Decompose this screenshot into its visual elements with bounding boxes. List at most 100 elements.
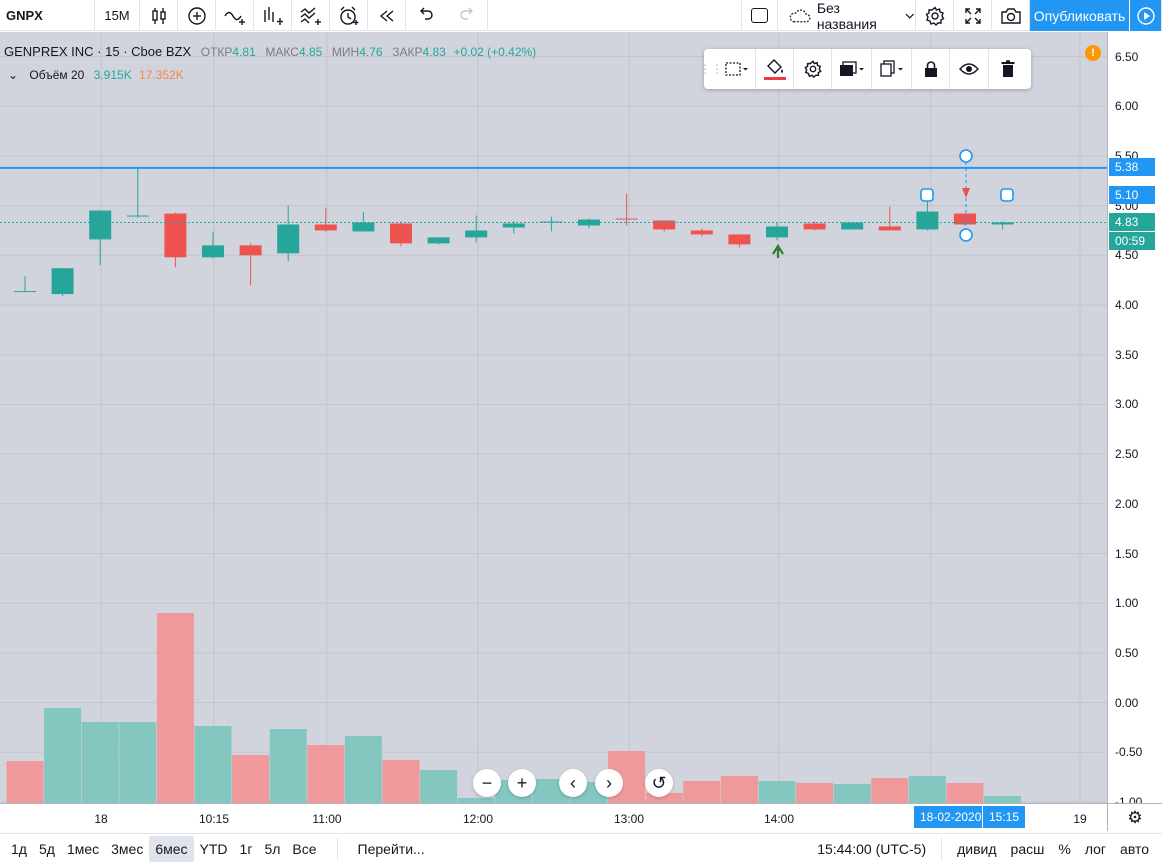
drag-handle-icon[interactable]: ⋮⋮ xyxy=(699,62,723,76)
candle-body xyxy=(126,215,149,217)
drawing-price-tag: 5.10 xyxy=(1109,186,1155,204)
range-button[interactable]: 5л xyxy=(264,840,281,857)
snapshot-button[interactable] xyxy=(992,0,1030,31)
open-value: 4.81 xyxy=(232,45,256,59)
chevron-left-icon: ‹ xyxy=(570,772,576,793)
goto-date-button[interactable]: Перейти... xyxy=(357,840,425,857)
fill-color-button[interactable] xyxy=(756,49,794,89)
sell-arrow-icon xyxy=(962,188,970,198)
compare-button[interactable] xyxy=(178,0,216,31)
lock-button[interactable] xyxy=(912,49,950,89)
candle-body xyxy=(954,213,976,225)
log-toggle[interactable]: лог xyxy=(1084,840,1107,857)
redo-icon[interactable] xyxy=(447,4,488,27)
volume-bar xyxy=(382,760,420,803)
indicators-button[interactable] xyxy=(216,0,254,31)
volume-bar xyxy=(269,729,307,803)
extended-hours-toggle[interactable]: расш xyxy=(1010,840,1045,857)
auto-scale-toggle[interactable]: авто xyxy=(1120,840,1149,857)
price-label: 3.50 xyxy=(1115,347,1139,362)
bars-plus-icon xyxy=(263,6,283,25)
time-label: 19 xyxy=(1073,812,1087,826)
visibility-order-button[interactable] xyxy=(832,49,872,89)
save-layout-button[interactable]: Без названия xyxy=(778,0,916,32)
settings-button[interactable] xyxy=(916,0,954,31)
chart-canvas[interactable] xyxy=(0,32,1107,803)
separator xyxy=(941,837,943,860)
gear-icon xyxy=(803,60,822,78)
candle-body xyxy=(841,222,864,230)
chart-style-button[interactable] xyxy=(140,0,178,31)
collapse-chevron-icon[interactable]: ⌄ xyxy=(8,68,19,82)
alert-button[interactable] xyxy=(330,0,368,31)
paint-bucket-icon xyxy=(763,59,786,80)
templates-button[interactable] xyxy=(292,0,330,31)
range-button[interactable]: 6мес xyxy=(149,835,194,862)
symbol-search-button[interactable]: GNPX xyxy=(0,0,95,31)
financials-button[interactable] xyxy=(254,0,292,31)
volume-label[interactable]: Объём 20 xyxy=(29,68,85,82)
price-axis[interactable]: 6.50 6.00 5.50 5.00 4.50 4.00 3.50 3.00 2.50 2.00… xyxy=(1107,32,1162,809)
warning-icon[interactable]: ! xyxy=(1085,45,1101,61)
volume-bar xyxy=(833,784,871,803)
clock[interactable]: 15:44:00 (UTC-5) xyxy=(817,840,927,857)
range-button[interactable]: 1д xyxy=(11,840,27,857)
volume-ma-value: 17.352K xyxy=(139,68,184,82)
candles-icon xyxy=(151,7,166,24)
play-circle-icon xyxy=(1136,6,1155,25)
range-button[interactable]: 1мес xyxy=(66,840,100,857)
dividends-toggle[interactable]: дивид xyxy=(957,840,997,857)
bottom-right-controls: 15:44:00 (UTC-5) дивид расш % лог авто xyxy=(810,837,1156,860)
last-price-tag: 4.83 xyxy=(1109,213,1155,231)
range-button[interactable]: 1г xyxy=(239,840,253,857)
time-axis[interactable]: 18 10:15 11:00 12:00 13:00 14:00 19 18-0… xyxy=(0,803,1107,831)
volume-bar xyxy=(984,796,1022,803)
reset-chart-button[interactable]: ↺ xyxy=(645,769,673,797)
undo-icon[interactable] xyxy=(406,4,447,27)
interval-button[interactable]: 15M xyxy=(95,0,140,31)
volume-bar xyxy=(6,761,44,803)
range-button[interactable]: 3мес xyxy=(111,840,144,857)
change-value: +0.02 (+0.42%) xyxy=(453,45,537,59)
scroll-left-button[interactable]: ‹ xyxy=(559,769,587,797)
scroll-right-button[interactable]: › xyxy=(595,769,623,797)
zoom-in-button[interactable]: + xyxy=(508,769,536,797)
clone-button[interactable] xyxy=(872,49,912,89)
play-button[interactable] xyxy=(1130,0,1162,31)
price-label: 2.00 xyxy=(1115,496,1139,511)
drawing-square-handle xyxy=(1000,188,1014,202)
remove-button[interactable] xyxy=(989,49,1027,89)
range-button[interactable]: YTD xyxy=(199,840,228,857)
dashed-box-icon xyxy=(724,62,748,76)
candle-body xyxy=(916,211,939,230)
open-label: ОТКР xyxy=(200,45,233,59)
publish-button[interactable]: Опубликовать xyxy=(1030,0,1130,31)
axis-settings-button[interactable]: ⚙ xyxy=(1107,803,1162,831)
chart-pane[interactable]: GENPREX INC · 15 · Cboe BZX ОТКР4.81 МАК… xyxy=(0,32,1107,803)
candle-body xyxy=(164,213,187,258)
volume-bar xyxy=(796,783,834,803)
buy-arrow-icon xyxy=(772,243,784,258)
fullscreen-button[interactable] xyxy=(954,0,992,31)
undo-redo-group xyxy=(406,0,488,31)
range-button[interactable]: Все xyxy=(292,840,317,857)
gear-icon xyxy=(925,5,944,26)
candle-body xyxy=(803,223,826,230)
indicator-wave-icon xyxy=(223,11,245,25)
price-label: 2.50 xyxy=(1115,447,1139,462)
toolbar-spacer xyxy=(488,0,742,30)
high-label: МАКС xyxy=(265,45,299,59)
range-button[interactable]: 5д xyxy=(38,840,55,857)
replay-button[interactable] xyxy=(368,0,406,31)
date-range-group: 1д 5д 1мес 3мес 6мес YTD 1г 5л Все xyxy=(5,835,323,862)
zoom-out-button[interactable]: − xyxy=(473,769,501,797)
low-label: МИН xyxy=(331,45,360,59)
percent-toggle[interactable]: % xyxy=(1058,840,1071,857)
drawing-settings-button[interactable] xyxy=(794,49,832,89)
hide-button[interactable] xyxy=(950,49,989,89)
volume-bar xyxy=(758,781,796,803)
template-button[interactable] xyxy=(718,49,756,89)
layout-select-button[interactable] xyxy=(742,0,778,31)
series-title[interactable]: GENPREX INC · 15 · Cboe BZX xyxy=(4,44,192,59)
volume-bar xyxy=(232,755,270,803)
